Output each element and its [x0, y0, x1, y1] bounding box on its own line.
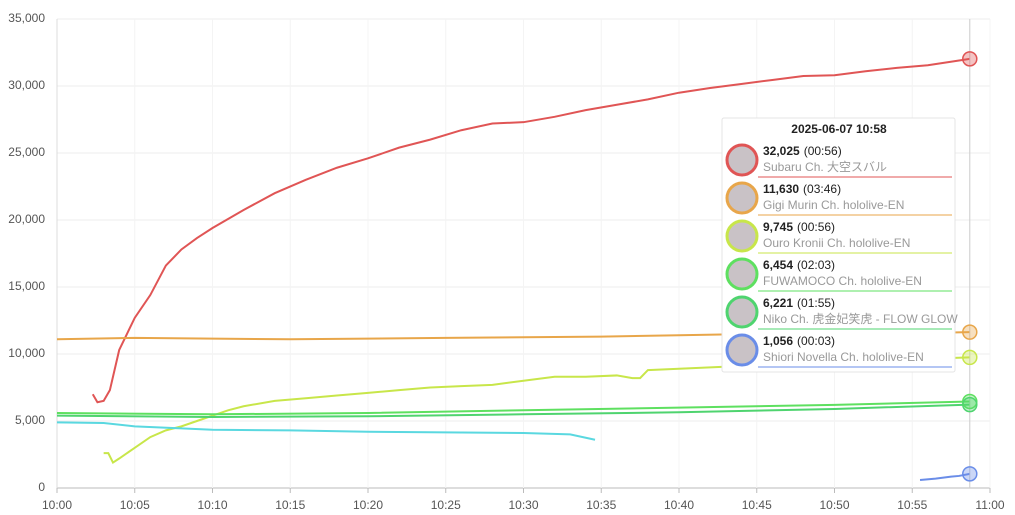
hover-point	[962, 466, 978, 482]
x-tick-label: 10:35	[586, 498, 616, 512]
tooltip-value: 11,630 (03:46)	[763, 182, 841, 196]
tooltip-value: 32,025 (00:56)	[763, 144, 842, 158]
x-tick-label: 10:45	[742, 498, 772, 512]
y-tick-label: 35,000	[8, 11, 45, 25]
x-tick-label: 10:30	[508, 498, 538, 512]
avatar	[725, 333, 759, 367]
value-label: 9,745	[763, 220, 793, 234]
duration: (00:56)	[797, 220, 835, 234]
series-name: Niko Ch. 虎金妃笑虎 - FLOW GLOW	[763, 311, 958, 326]
hover-point	[962, 51, 978, 67]
duration: (03:46)	[803, 182, 841, 196]
y-tick-label: 5,000	[15, 413, 45, 427]
value-label: 11,630	[763, 182, 799, 196]
series-name: Ouro Kronii Ch. hololive-EN	[763, 236, 910, 250]
tooltip-value: 6,454 (02:03)	[763, 258, 835, 272]
series-line	[91, 57, 970, 404]
duration: (01:55)	[797, 296, 835, 310]
x-tick-label: 10:10	[197, 498, 227, 512]
avatar	[725, 143, 759, 177]
y-tick-label: 20,000	[8, 212, 45, 226]
series-name: Shiori Novella Ch. hololive-EN	[763, 350, 924, 364]
y-tick-label: 25,000	[8, 145, 45, 159]
value-label: 6,454	[763, 258, 793, 272]
series-line	[56, 403, 970, 418]
x-tick-label: 10:05	[120, 498, 150, 512]
x-tick-label: 10:20	[353, 498, 383, 512]
value-label: 32,025	[763, 144, 800, 158]
tooltip-value: 6,221 (01:55)	[763, 296, 835, 310]
series-name: Gigi Murin Ch. hololive-EN	[763, 198, 904, 212]
value-label: 1,056	[763, 334, 793, 348]
avatar	[725, 181, 759, 215]
x-tick-label: 10:40	[664, 498, 694, 512]
x-tick-label: 11:00	[975, 498, 1004, 512]
duration: (00:03)	[797, 334, 835, 348]
series-line	[56, 421, 596, 441]
avatar	[725, 257, 759, 291]
y-tick-label: 0	[38, 480, 45, 494]
hover-point	[962, 349, 978, 366]
x-tick-label: 10:15	[275, 498, 305, 512]
series-name: Subaru Ch. 大空スバル	[763, 160, 887, 174]
hover-point	[962, 396, 978, 413]
tooltip-box	[721, 117, 956, 373]
duration: (00:56)	[804, 144, 842, 158]
x-tick-label: 10:00	[42, 498, 72, 512]
avatar	[725, 295, 759, 329]
series-name: FUWAMOCO Ch. hololive-EN	[763, 274, 922, 288]
tooltip-value: 1,056 (00:03)	[763, 334, 835, 348]
x-tick-label: 10:25	[431, 498, 461, 512]
avatar	[725, 219, 759, 253]
value-label: 6,221	[763, 296, 793, 310]
x-tick-label: 10:50	[819, 498, 849, 512]
tooltip: 2025-06-07 10:58 32,025 (00:56) Subaru Ch. …	[721, 117, 958, 373]
series-line	[56, 400, 970, 416]
y-tick-label: 15,000	[8, 279, 45, 293]
tooltip-value: 9,745 (00:56)	[763, 220, 835, 234]
duration: (02:03)	[797, 258, 835, 272]
tooltip-title: 2025-06-07 10:58	[791, 122, 887, 136]
y-tick-label: 10,000	[8, 346, 45, 360]
x-tick-label: 10:55	[897, 498, 927, 512]
y-tick-label: 30,000	[8, 78, 45, 92]
hover-point	[962, 324, 978, 340]
